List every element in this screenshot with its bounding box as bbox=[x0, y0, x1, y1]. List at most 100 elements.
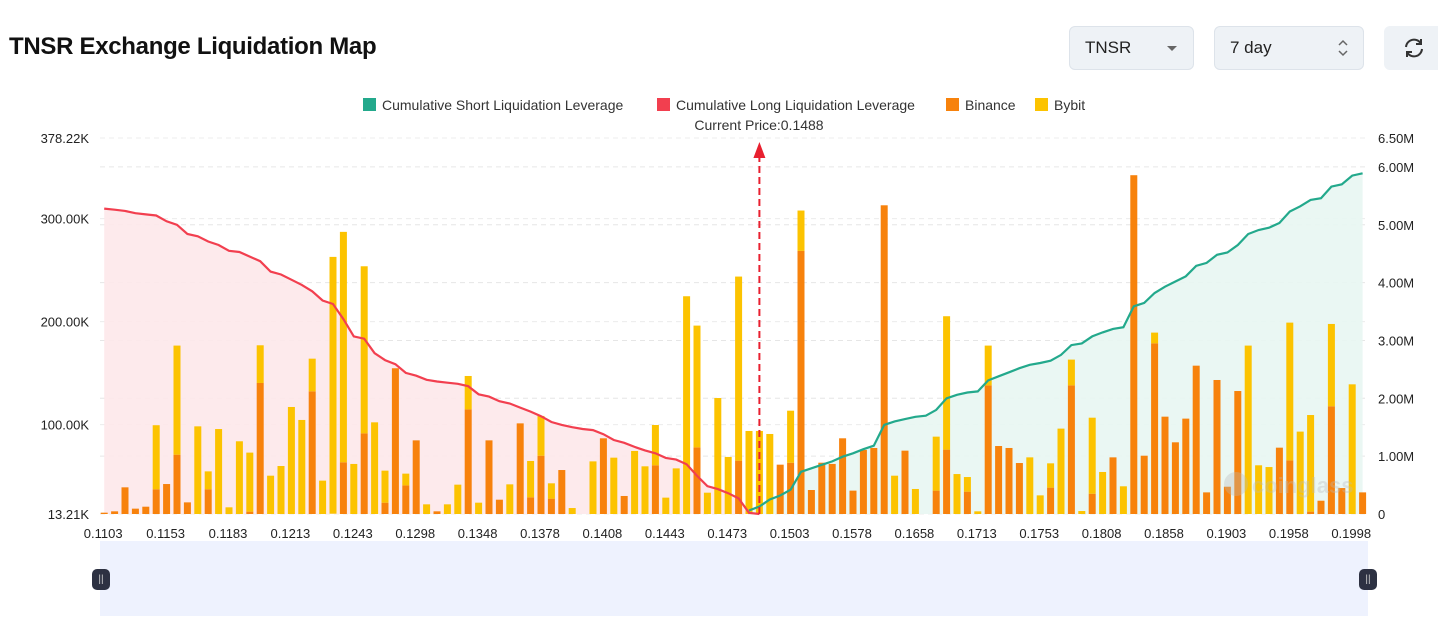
y-right-tick-label: 4.00M bbox=[1378, 276, 1414, 291]
refresh-icon bbox=[1405, 38, 1423, 58]
binance-bar bbox=[787, 462, 795, 514]
bybit-bar bbox=[1244, 345, 1252, 514]
binance-bar bbox=[558, 470, 566, 514]
y-right-tick-label: 3.00M bbox=[1378, 333, 1414, 348]
binance-bar bbox=[901, 450, 909, 514]
bybit-bar bbox=[1286, 322, 1294, 461]
zoom-slider-right-handle[interactable]: || bbox=[1359, 569, 1377, 590]
legend-swatch bbox=[946, 98, 959, 111]
caret-down-icon bbox=[1167, 46, 1177, 51]
bybit-bar bbox=[651, 425, 659, 466]
binance-bar bbox=[495, 499, 503, 514]
binance-bar bbox=[204, 489, 212, 514]
bybit-bar bbox=[277, 466, 285, 514]
x-tick-label: 0.1998 bbox=[1331, 526, 1371, 541]
x-tick-label: 0.1808 bbox=[1082, 526, 1122, 541]
y-left-tick-label: 378.22K bbox=[41, 131, 90, 146]
bybit-bar bbox=[173, 345, 181, 455]
bybit-bar bbox=[891, 475, 899, 514]
binance-bar bbox=[984, 385, 992, 514]
binance-bar bbox=[1171, 442, 1179, 514]
bybit-bar bbox=[443, 504, 451, 514]
bybit-bar bbox=[267, 475, 275, 514]
x-tick-label: 0.1213 bbox=[271, 526, 311, 541]
x-tick-label: 0.1713 bbox=[957, 526, 997, 541]
cumulative-short-line bbox=[748, 172, 1363, 512]
binance-bar bbox=[121, 487, 129, 514]
binance-bar bbox=[360, 433, 368, 514]
symbol-select-value: TNSR bbox=[1085, 38, 1132, 57]
binance-bar bbox=[849, 490, 857, 514]
binance-bar bbox=[1327, 406, 1335, 514]
binance-bar bbox=[527, 497, 535, 514]
legend-swatch bbox=[1035, 98, 1048, 111]
y-right-tick-label: 0 bbox=[1378, 507, 1385, 522]
bybit-bar bbox=[1327, 323, 1335, 407]
range-select[interactable]: 7 day bbox=[1214, 26, 1364, 70]
x-tick-label: 0.1753 bbox=[1019, 526, 1059, 541]
bybit-bar bbox=[402, 473, 410, 486]
binance-bar bbox=[943, 449, 951, 514]
binance-bar bbox=[142, 506, 150, 514]
x-tick-label: 0.1103 bbox=[84, 526, 123, 541]
bybit-bar bbox=[797, 210, 805, 251]
binance-bar bbox=[1109, 457, 1117, 514]
binance-bar bbox=[391, 368, 399, 514]
bybit-bar bbox=[1026, 457, 1034, 514]
range-select-value: 7 day bbox=[1230, 38, 1272, 57]
legend-item: Cumulative Long Liquidation Leverage bbox=[676, 97, 915, 113]
x-tick-label: 0.1348 bbox=[458, 526, 498, 541]
symbol-select[interactable]: TNSR bbox=[1069, 26, 1194, 70]
bybit-bar bbox=[256, 345, 264, 383]
binance-bar bbox=[1192, 365, 1200, 514]
coinglass-watermark: coinglass bbox=[1224, 472, 1353, 498]
binance-bar bbox=[111, 511, 119, 514]
bybit-bar bbox=[204, 471, 212, 490]
up-down-chevron-icon bbox=[1338, 39, 1348, 57]
binance-bar bbox=[412, 440, 420, 514]
binance-bar bbox=[308, 391, 316, 514]
bybit-bar bbox=[319, 480, 327, 514]
binance-bar bbox=[152, 489, 160, 514]
bybit-bar bbox=[423, 504, 431, 514]
x-tick-label: 0.1408 bbox=[583, 526, 623, 541]
y-left-tick-label: 300.00K bbox=[41, 212, 90, 227]
bybit-bar bbox=[589, 461, 597, 514]
y-left-tick-label: 200.00K bbox=[41, 315, 90, 330]
x-tick-label: 0.1378 bbox=[520, 526, 560, 541]
binance-bar bbox=[1005, 447, 1013, 514]
binance-bar bbox=[339, 462, 347, 514]
bybit-bar bbox=[745, 430, 753, 514]
bybit-bar bbox=[1078, 511, 1086, 514]
short-area bbox=[749, 173, 1363, 515]
binance-bar bbox=[381, 502, 389, 514]
bybit-bar bbox=[631, 450, 639, 514]
binance-bar bbox=[1161, 416, 1169, 514]
legend: Cumulative Short Liquidation Leverage Cum… bbox=[363, 97, 1085, 113]
bybit-bar bbox=[1099, 471, 1107, 514]
zoom-slider[interactable] bbox=[100, 541, 1368, 616]
bybit-bar bbox=[703, 492, 711, 514]
current-price-arrow-icon bbox=[753, 142, 766, 158]
x-tick-label: 0.1473 bbox=[707, 526, 747, 541]
binance-bar bbox=[828, 463, 836, 514]
refresh-button[interactable] bbox=[1384, 26, 1438, 70]
bybit-bar bbox=[371, 422, 379, 514]
bybit-bar bbox=[246, 452, 254, 512]
bybit-bar bbox=[672, 468, 680, 514]
binance-bar bbox=[1182, 418, 1190, 514]
binance-bar bbox=[485, 440, 493, 514]
binance-bar bbox=[776, 464, 784, 514]
binance-bar bbox=[173, 454, 181, 514]
zoom-slider-left-handle[interactable]: || bbox=[92, 569, 110, 590]
binance-bar bbox=[1213, 379, 1221, 514]
bybit-bar bbox=[329, 256, 337, 514]
binance-bar bbox=[256, 382, 264, 514]
bybit-bar bbox=[911, 488, 919, 514]
binance-bar bbox=[1275, 447, 1283, 514]
x-tick-label: 0.1903 bbox=[1207, 526, 1247, 541]
bybit-bar bbox=[464, 375, 472, 410]
binance-bar bbox=[693, 447, 701, 514]
bybit-bar bbox=[152, 425, 160, 490]
